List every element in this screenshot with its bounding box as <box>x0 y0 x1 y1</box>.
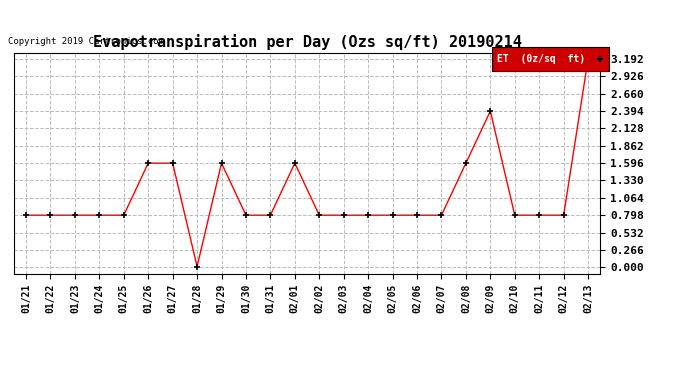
Text: ET  (0z/sq  ft): ET (0z/sq ft) <box>497 54 586 64</box>
Text: Copyright 2019 Cartronics.com: Copyright 2019 Cartronics.com <box>8 37 164 46</box>
FancyBboxPatch shape <box>492 47 609 71</box>
Title: Evapotranspiration per Day (Ozs sq/ft) 20190214: Evapotranspiration per Day (Ozs sq/ft) 2… <box>92 34 522 50</box>
